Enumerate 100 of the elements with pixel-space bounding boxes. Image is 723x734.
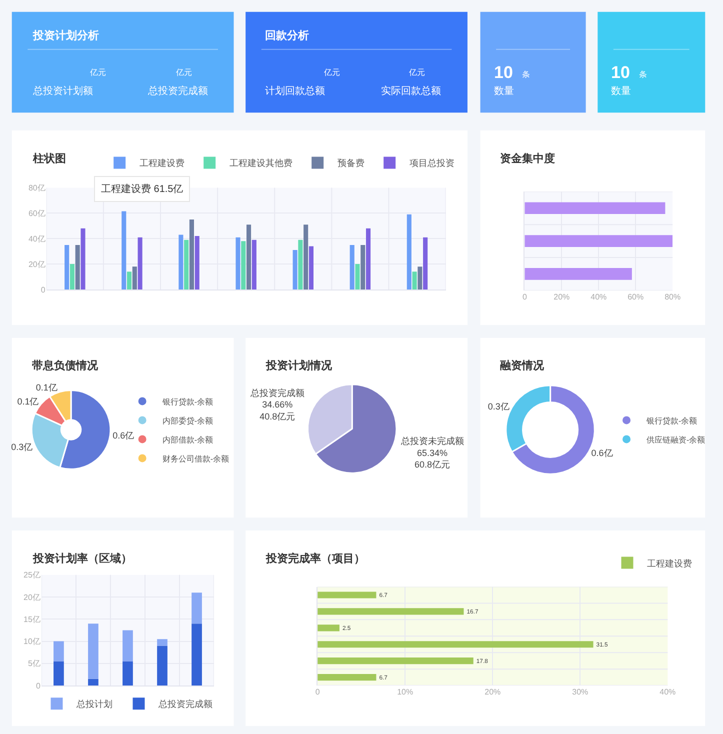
legend-label: 银行贷款-余额 (161, 397, 213, 406)
data-label: 0.3亿 (488, 401, 510, 412)
x-tick-label: 40% (660, 688, 676, 697)
bar (157, 639, 168, 646)
y-tick-label: 0 (36, 681, 41, 690)
bar (292, 250, 298, 290)
bar (308, 246, 314, 290)
annotation: 工程建设费 61.5亿 (101, 183, 184, 195)
legend-label: 工程建设费 (140, 158, 185, 168)
data-label: 0.3亿 (11, 442, 33, 452)
text: 数量 (611, 86, 631, 97)
bar (157, 646, 168, 686)
text: 总投资计划额 (32, 85, 93, 97)
bar (252, 240, 256, 290)
bar (192, 624, 202, 686)
bar (122, 661, 133, 686)
bar (75, 244, 80, 290)
bar (423, 237, 428, 290)
legend-label: 财务公司借款-余额 (162, 454, 229, 464)
bar (412, 272, 417, 290)
legend-label: 工程建设费 (647, 558, 692, 568)
bar (318, 592, 376, 598)
bar (318, 624, 340, 632)
bar (355, 264, 360, 290)
legend-label: 总投资完成额 (158, 699, 213, 710)
bar (304, 224, 308, 290)
chart-title: 投资计划率（区域） (32, 552, 132, 565)
y-tick-label: 80亿 (28, 184, 46, 193)
bar (406, 214, 412, 290)
legend-label: 供应链融资-余额 (646, 435, 706, 444)
chart-title: 资金集中度 (500, 152, 555, 165)
bar (64, 244, 70, 290)
bar (366, 228, 371, 290)
x-tick-label: 40% (590, 292, 607, 302)
text: 亿元 (175, 68, 192, 77)
legend-label: 内部借款-余额 (162, 435, 213, 444)
bar (194, 236, 200, 290)
chart-title: 带息负债情况 (32, 359, 99, 372)
bar (126, 272, 132, 290)
x-tick-label: 0 (522, 292, 528, 302)
text: 总投资完成额 (147, 85, 208, 97)
x-tick-label: 20% (484, 688, 501, 697)
text: 亿元 (89, 68, 106, 77)
bar (241, 241, 246, 290)
chart-title: 投资完成率（项目） (265, 552, 365, 565)
text: 投资计划分析 (32, 29, 99, 42)
legend-label: 预备费 (338, 158, 365, 168)
bar (80, 228, 86, 290)
bar (132, 266, 137, 290)
x-tick-label: 30% (572, 688, 588, 697)
bar (360, 244, 366, 290)
data-label: 0.1亿 (17, 396, 39, 407)
x-tick-label: 20% (554, 292, 570, 302)
bar (138, 237, 142, 290)
legend-label: 银行贷款-余额 (646, 416, 698, 426)
y-tick-label: 10亿 (24, 637, 40, 646)
bar (524, 202, 666, 214)
y-tick-label: 15亿 (24, 614, 40, 624)
y-tick-label: 0 (40, 285, 46, 294)
data-label: 0.6亿 (112, 430, 134, 440)
y-tick-label: 5亿 (28, 659, 40, 668)
bar (122, 630, 133, 662)
x-tick-label: 80% (664, 292, 681, 302)
text: 条 (639, 70, 647, 79)
text: 10 (611, 63, 630, 82)
text: 亿元 (323, 68, 340, 77)
chart-title: 融资情况 (500, 359, 545, 372)
text: 条 (522, 70, 530, 79)
text: 实际回款总额 (381, 85, 441, 97)
bar (236, 237, 240, 290)
legend-label: 总投计划 (76, 699, 113, 710)
bar (298, 240, 303, 290)
x-tick-label: 0 (315, 688, 320, 697)
text: 10 (494, 63, 513, 82)
bar (418, 266, 422, 290)
legend-label: 工程建设其他费 (230, 158, 293, 168)
bar (189, 220, 194, 290)
text: 回款分析 (265, 29, 309, 42)
bar (524, 268, 632, 280)
chart-title: 投资计划情况 (265, 359, 333, 372)
bar (88, 678, 98, 686)
bar (54, 641, 64, 662)
slice-label: 总投资完成额 (249, 388, 304, 398)
text: 数量 (494, 86, 514, 97)
text: 亿元 (408, 68, 425, 77)
bar (318, 658, 474, 664)
y-tick-label: 40亿 (28, 234, 46, 244)
text: 计划回款总额 (265, 85, 325, 97)
chart-title: 柱状图 (32, 152, 66, 165)
legend-label: 项目总投资 (410, 158, 455, 168)
data-label: 65.34% 60.8亿元 (414, 448, 450, 470)
bar (318, 608, 464, 615)
slice-label: 总投资未完成额 (400, 436, 464, 446)
y-tick-label: 60亿 (28, 208, 46, 218)
y-tick-label: 20亿 (28, 260, 46, 269)
bar (246, 224, 252, 290)
bar (318, 641, 594, 648)
bar (178, 234, 184, 290)
bar (70, 264, 74, 290)
bar (88, 624, 98, 679)
